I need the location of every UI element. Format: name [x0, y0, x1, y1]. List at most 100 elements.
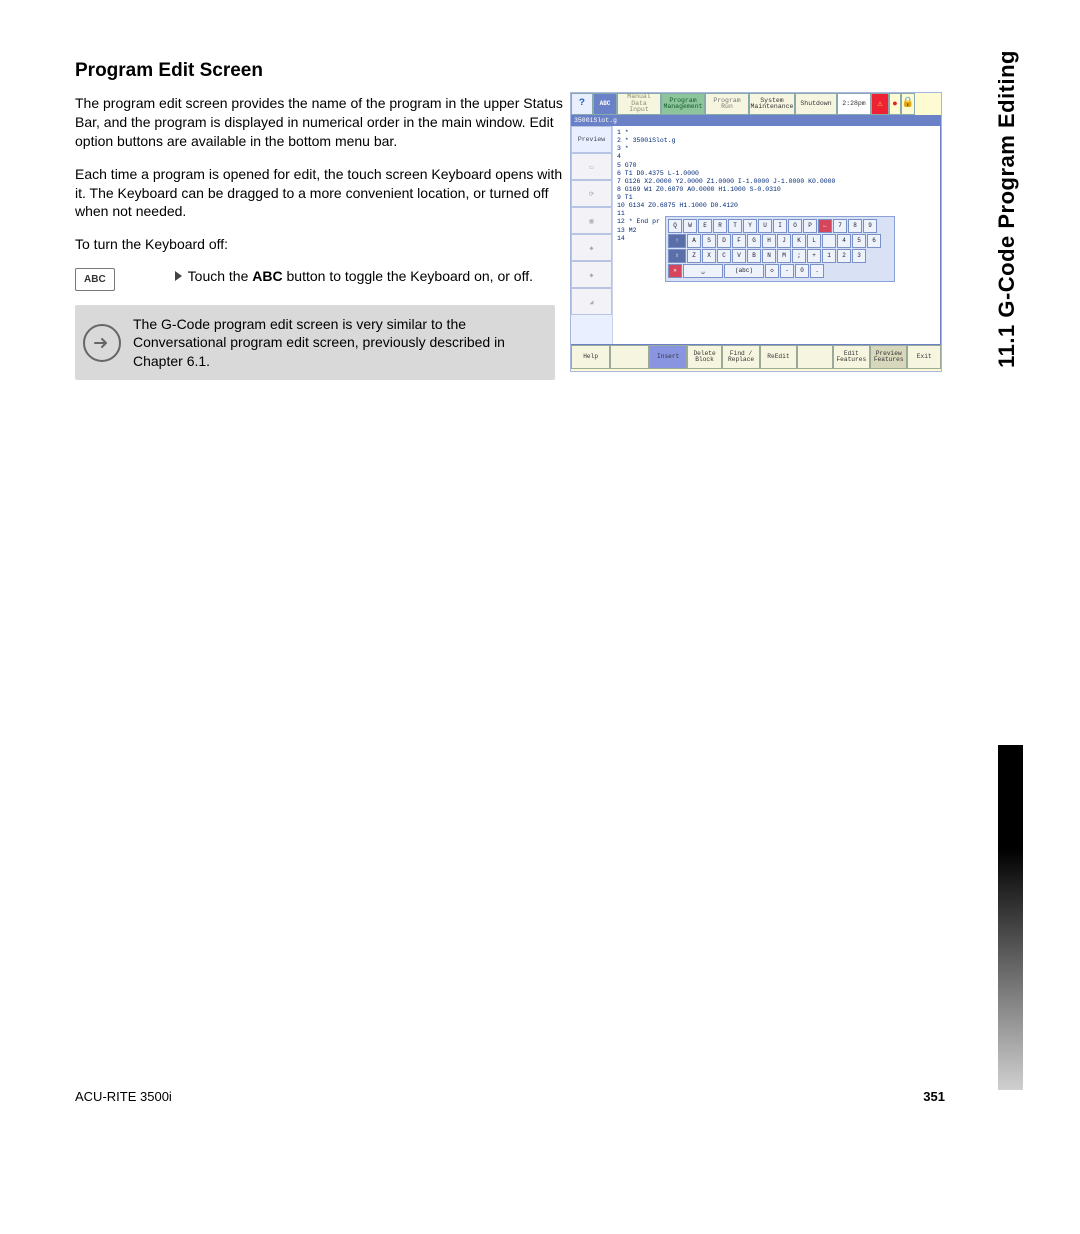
keyboard-key[interactable]: (abc) [724, 264, 764, 278]
bullet-text: Touch the ABC button to toggle the Keybo… [188, 268, 533, 284]
code-line: 9 T1 [617, 194, 936, 202]
clock-display: 2:28pm [837, 93, 871, 115]
keyboard-key[interactable]: 9 [863, 219, 877, 233]
keyboard-key[interactable]: O [788, 219, 802, 233]
keyboard-key[interactable]: ↑ [668, 234, 686, 248]
code-line: 1 * [617, 129, 936, 137]
keyboard-key[interactable] [822, 234, 836, 248]
paragraph-3: To turn the Keyboard off: [75, 235, 565, 254]
keyboard-key[interactable]: ␣ [683, 264, 723, 278]
keyboard-key[interactable]: C [717, 249, 731, 263]
bullet-after: button to toggle the Keyboard on, or off… [283, 268, 533, 284]
keyboard-key[interactable]: 1 [822, 249, 836, 263]
keyboard-key[interactable]: G [747, 234, 761, 248]
keyboard-key[interactable]: Z [687, 249, 701, 263]
keyboard-key[interactable]: 7 [833, 219, 847, 233]
keyboard-key[interactable]: 8 [848, 219, 862, 233]
keyboard-key[interactable]: - [780, 264, 794, 278]
lock-icon: 🔒 [901, 93, 915, 115]
abc-button-icon: ABC [75, 268, 115, 291]
keyboard-key[interactable]: 5 [852, 234, 866, 248]
sidebar-button-1[interactable]: ▭ [571, 153, 612, 180]
keyboard-key[interactable]: V [732, 249, 746, 263]
program-run-tab[interactable]: Program Run [705, 93, 749, 115]
code-line: 3 * [617, 145, 936, 153]
footer-product: ACU-RITE 3500i [75, 1089, 172, 1104]
bottombar-button [797, 345, 833, 369]
code-line: 7 G126 X2.0000 Y2.0000 Z1.0000 I-1.0000 … [617, 178, 936, 186]
abc-toggle-button[interactable]: ABC [593, 93, 617, 115]
keyboard-key[interactable]: K [792, 234, 806, 248]
keyboard-key[interactable]: ◇ [765, 264, 779, 278]
keyboard-key[interactable]: ; [792, 249, 806, 263]
bottombar-button[interactable]: Insert [649, 345, 686, 369]
program-management-tab[interactable]: ProgramManagement [661, 93, 705, 115]
warning-icon[interactable]: ⚠ [871, 93, 889, 115]
bottombar-button[interactable]: Exit [907, 345, 941, 369]
keyboard-key[interactable]: Q [668, 219, 682, 233]
shutdown-tab[interactable]: Shutdown [795, 93, 837, 115]
bullet-line: Touch the ABC button to toggle the Keybo… [175, 268, 533, 284]
figure-topbar: ? ABC Manual DataInput ProgramManagement… [571, 93, 941, 115]
keyboard-key[interactable]: H [762, 234, 776, 248]
bottombar-button[interactable]: Help [571, 345, 610, 369]
keyboard-key[interactable]: 0 [795, 264, 809, 278]
bottombar-button[interactable]: Find /Replace [722, 345, 759, 369]
footer-page-number: 351 [923, 1089, 945, 1104]
triangle-bullet-icon [175, 271, 182, 281]
figure-code-area: 1 *2 * 3500iSlot.g3 *45 G706 T1 D0.4375 … [613, 126, 940, 344]
paragraph-2: Each time a program is opened for edit, … [75, 165, 565, 222]
keyboard-key[interactable]: ← [818, 219, 832, 233]
keyboard-key[interactable]: 4 [837, 234, 851, 248]
keyboard-key[interactable]: S [702, 234, 716, 248]
keyboard-key[interactable]: Y [743, 219, 757, 233]
code-line: 2 * 3500iSlot.g [617, 137, 936, 145]
keyboard-key[interactable]: F [732, 234, 746, 248]
keyboard-key[interactable]: 2 [837, 249, 851, 263]
help-icon[interactable]: ? [571, 93, 593, 115]
system-maintenance-tab[interactable]: SystemMaintenance [749, 93, 795, 115]
figure-main: Preview▭⟳▦◆◆◢ 1 *2 * 3500iSlot.g3 *45 G7… [571, 125, 941, 345]
keyboard-key[interactable]: W [683, 219, 697, 233]
bottombar-button[interactable]: DeleteBlock [687, 345, 723, 369]
mdi-tab[interactable]: Manual DataInput [617, 93, 661, 115]
keyboard-key[interactable]: T [728, 219, 742, 233]
sidebar-button-5[interactable]: ◆ [571, 261, 612, 288]
bottombar-button[interactable]: EditFeatures [833, 345, 870, 369]
keyboard-key[interactable]: A [687, 234, 701, 248]
keyboard-key[interactable]: R [713, 219, 727, 233]
note-box: The G-Code program edit screen is very s… [75, 305, 555, 380]
keyboard-key[interactable]: I [773, 219, 787, 233]
code-line: 10 G134 Z0.6875 H1.1000 D0.4120 [617, 202, 936, 210]
keyboard-key[interactable]: D [717, 234, 731, 248]
keyboard-key[interactable]: 6 [867, 234, 881, 248]
sidebar-button-2[interactable]: ⟳ [571, 180, 612, 207]
keyboard-key[interactable]: ⇧ [668, 249, 686, 263]
onscreen-keyboard[interactable]: QWERTYUIOP←789 ↑ASDFGHJKL 456 ⇧ZXCVBNM;+123… [665, 216, 895, 282]
bottombar-button[interactable]: PreviewFeatures [870, 345, 907, 369]
keyboard-key[interactable]: U [758, 219, 772, 233]
sidebar-button-6[interactable]: ◢ [571, 288, 612, 315]
sidebar-button-0[interactable]: Preview [571, 126, 612, 153]
keyboard-key[interactable]: E [698, 219, 712, 233]
paragraph-1: The program edit screen provides the nam… [75, 94, 565, 151]
keyboard-key[interactable]: N [762, 249, 776, 263]
record-icon: ● [889, 93, 901, 115]
keyboard-key[interactable]: 3 [852, 249, 866, 263]
keyboard-key[interactable]: + [807, 249, 821, 263]
section-heading: Program Edit Screen [75, 60, 945, 82]
keyboard-key[interactable]: X [702, 249, 716, 263]
keyboard-key[interactable]: M [777, 249, 791, 263]
keyboard-key[interactable]: P [803, 219, 817, 233]
sidebar-button-4[interactable]: ◆ [571, 234, 612, 261]
code-line: 6 T1 D0.4375 L-1.0000 [617, 170, 936, 178]
keyboard-key[interactable]: B [747, 249, 761, 263]
keyboard-key[interactable]: L [807, 234, 821, 248]
keyboard-key[interactable]: J [777, 234, 791, 248]
screenshot-figure: ? ABC Manual DataInput ProgramManagement… [570, 92, 942, 372]
bottombar-button[interactable]: ReEdit [760, 345, 797, 369]
sidebar-button-3[interactable]: ▦ [571, 207, 612, 234]
keyboard-key[interactable]: ✕ [668, 264, 682, 278]
keyboard-key[interactable]: . [810, 264, 824, 278]
code-line: 4 [617, 153, 936, 161]
